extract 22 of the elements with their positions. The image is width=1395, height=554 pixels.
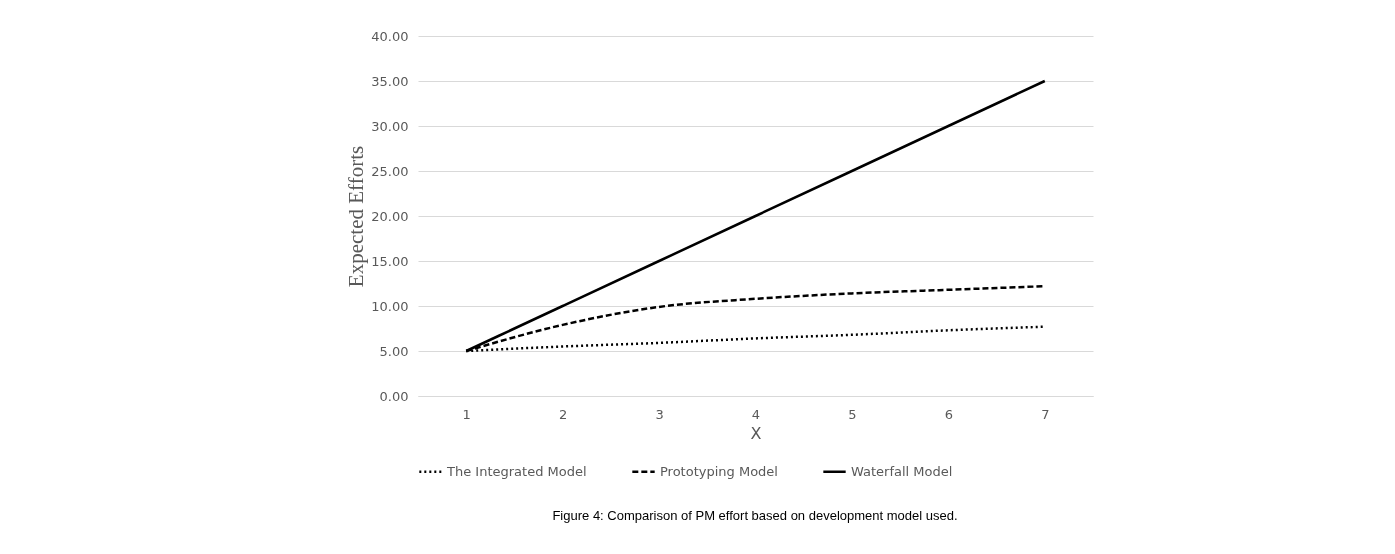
x-tick-label: 1 — [462, 406, 471, 422]
caption: Figure 4: Comparison of PM effort based on development model used. — [552, 508, 958, 523]
x-tick-label: 3 — [655, 406, 664, 422]
y-tick-label: 15.00 — [371, 253, 409, 269]
x-tick-label: 2 — [559, 406, 568, 422]
x-tick-label: 5 — [848, 406, 857, 422]
y-tick-label: 0.00 — [379, 388, 409, 404]
legend-label: Waterfall Model — [851, 463, 953, 479]
y-tick-label: 5.00 — [379, 343, 409, 359]
y-tick-label: 35.00 — [371, 73, 409, 89]
x-tick-label: 6 — [944, 406, 953, 422]
y-tick-label: 10.00 — [371, 298, 409, 314]
legend-label: Prototyping Model — [660, 463, 778, 479]
x-tick-label: 4 — [751, 406, 761, 422]
y-axis-title: Expected Efforts — [344, 145, 369, 288]
y-tick-label: 25.00 — [371, 163, 409, 179]
y-tick-label: 40.00 — [371, 28, 409, 44]
y-tick-label: 20.00 — [371, 208, 409, 224]
y-tick-label: 30.00 — [371, 118, 409, 134]
legend-label: The Integrated Model — [446, 463, 587, 479]
x-tick-label: 7 — [1041, 406, 1050, 422]
x-axis-title: X — [750, 423, 762, 443]
